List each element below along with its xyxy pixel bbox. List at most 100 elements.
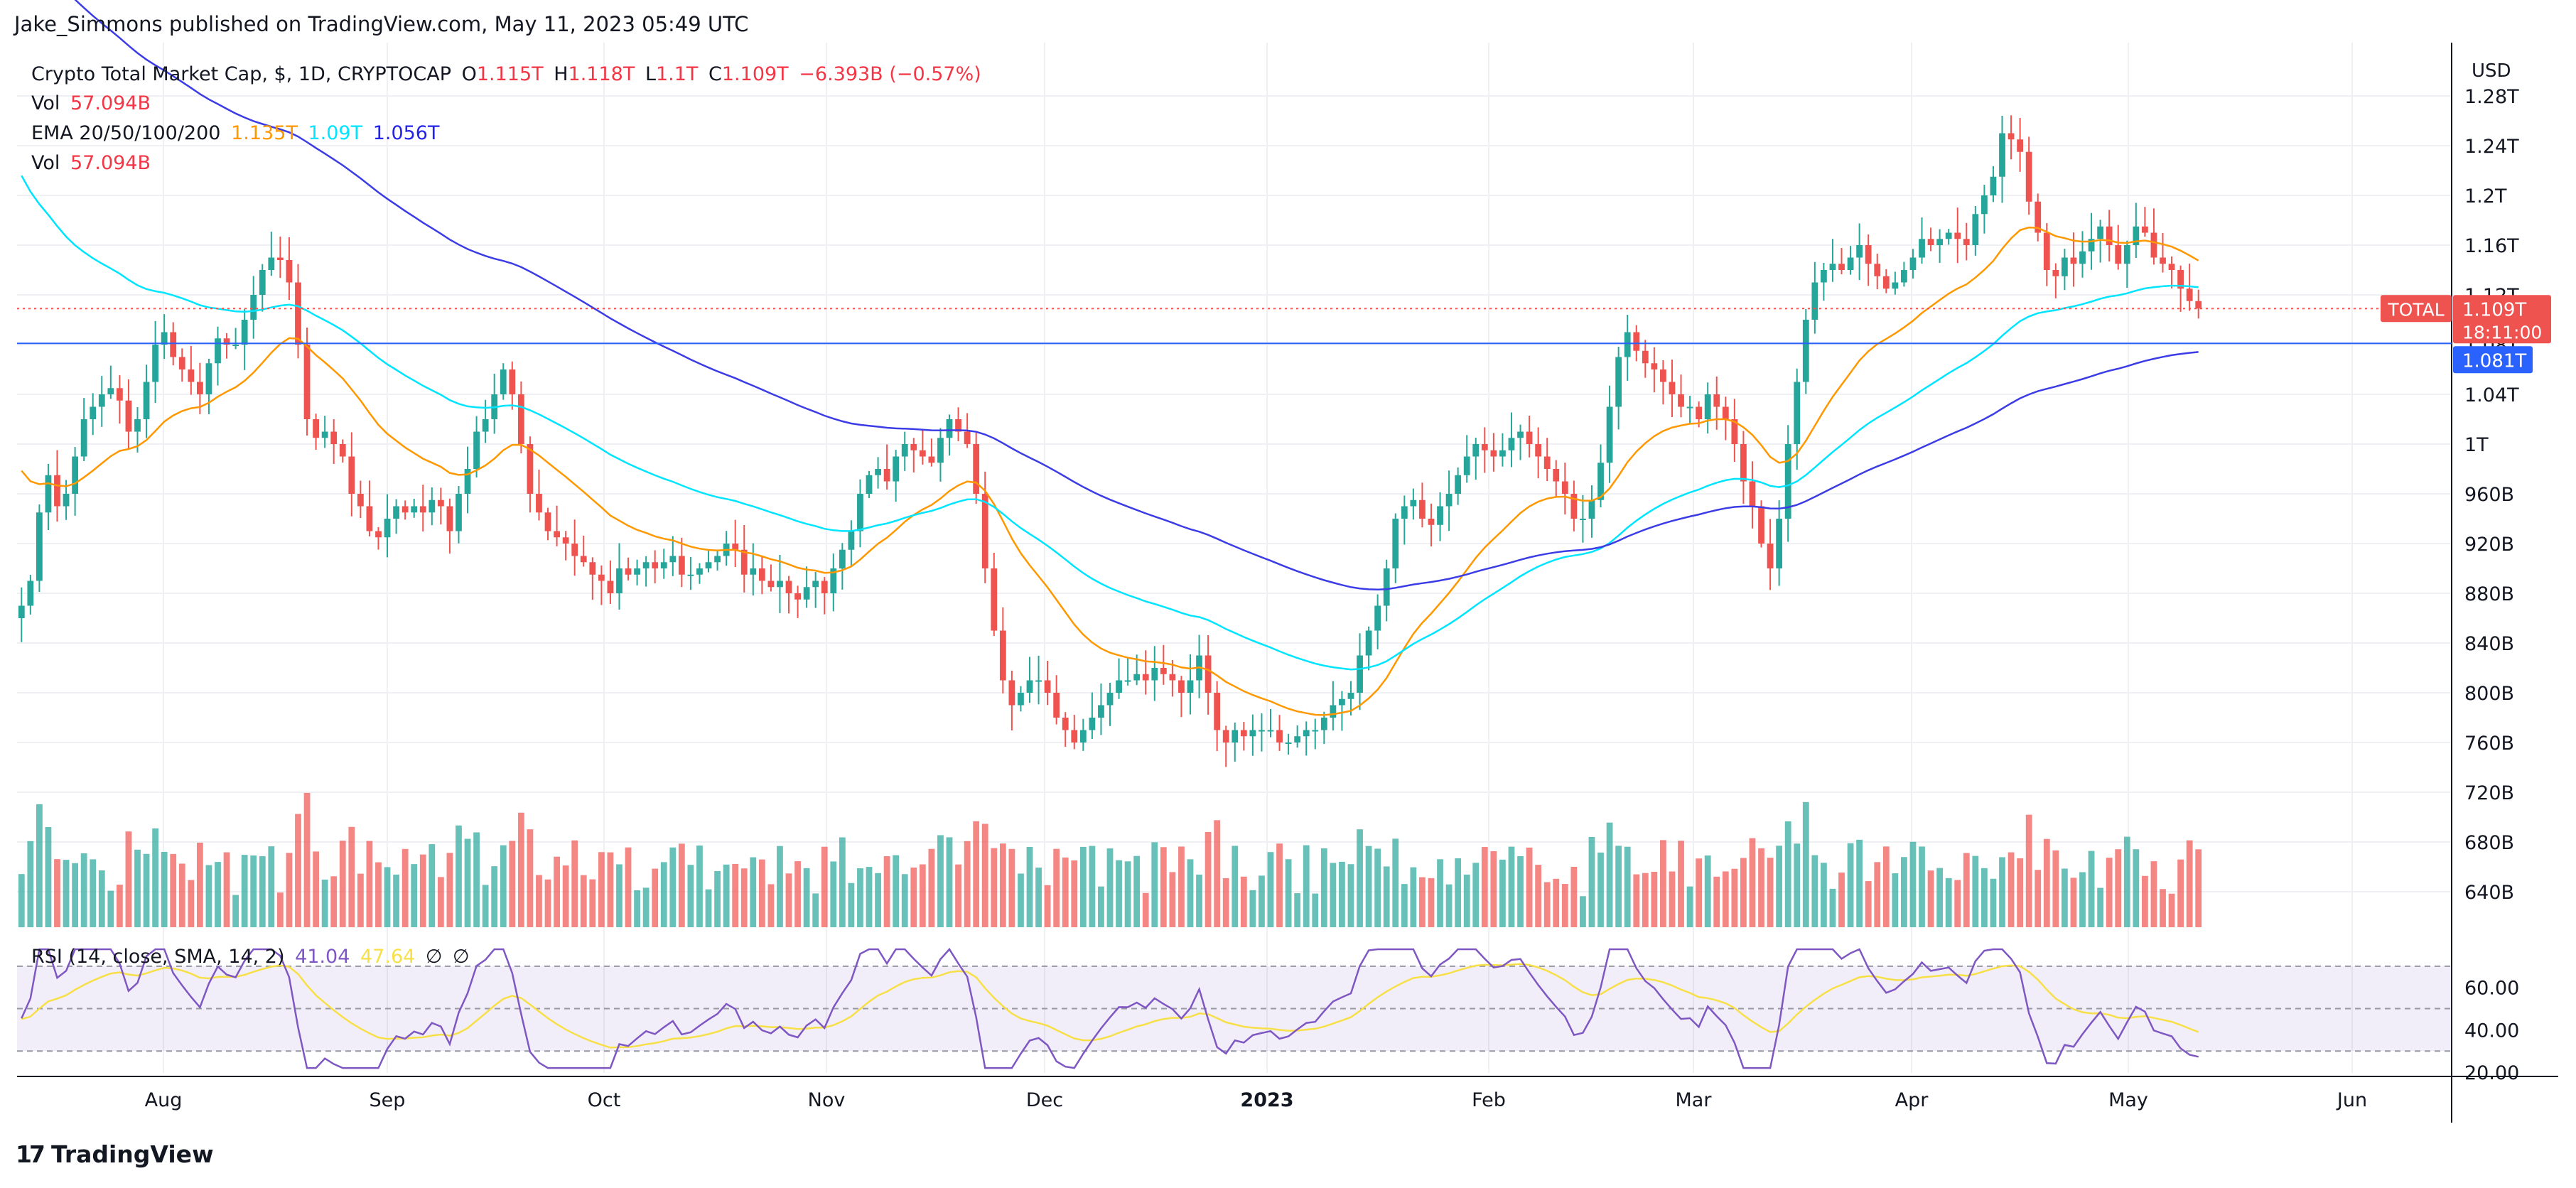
candle-body[interactable] — [223, 338, 230, 345]
volume-legend[interactable]: Vol 57.094B — [31, 94, 155, 113]
candle-body[interactable] — [161, 332, 168, 345]
candle-body[interactable] — [1909, 257, 1917, 271]
candle-body[interactable] — [893, 456, 900, 482]
candle-body[interactable] — [580, 556, 587, 563]
candle-body[interactable] — [1116, 680, 1122, 693]
candle-body[interactable] — [1740, 444, 1747, 482]
candle-body[interactable] — [803, 587, 810, 600]
candle-body[interactable] — [1597, 463, 1604, 500]
candle-body[interactable] — [1758, 506, 1764, 544]
candle-body[interactable] — [2079, 251, 2086, 264]
candle-body[interactable] — [411, 506, 418, 513]
candle-body[interactable] — [1553, 469, 1560, 482]
candle-body[interactable] — [1874, 264, 1881, 276]
candle-body[interactable] — [1455, 475, 1462, 494]
candle-body[interactable] — [571, 544, 578, 556]
candle-body[interactable] — [402, 506, 409, 513]
candle-body[interactable] — [1276, 730, 1283, 743]
candle-body[interactable] — [866, 475, 873, 494]
candle-body[interactable] — [2160, 257, 2166, 264]
candle-body[interactable] — [875, 469, 881, 475]
total-tag-badge[interactable] — [2381, 295, 2452, 323]
candle-body[interactable] — [1580, 519, 1586, 520]
candle-body[interactable] — [54, 475, 60, 507]
candle-body[interactable] — [1008, 680, 1015, 706]
candle-body[interactable] — [1882, 276, 1890, 289]
candle-body[interactable] — [562, 537, 569, 544]
candle-body[interactable] — [1428, 519, 1435, 525]
candle-body[interactable] — [598, 574, 605, 581]
candle-body[interactable] — [830, 568, 837, 593]
candle-body[interactable] — [2008, 133, 2015, 140]
candle-body[interactable] — [1526, 431, 1533, 445]
candle-body[interactable] — [1079, 730, 1087, 743]
candle-body[interactable] — [1357, 655, 1363, 693]
candle-body[interactable] — [527, 444, 534, 494]
candle-body[interactable] — [1704, 394, 1711, 419]
candle-body[interactable] — [1865, 245, 1872, 264]
candle-body[interactable] — [785, 580, 792, 594]
candle-body[interactable] — [1696, 406, 1703, 420]
candle-body[interactable] — [1490, 450, 1497, 457]
candle-body[interactable] — [1437, 506, 1443, 525]
candle-body[interactable] — [313, 419, 319, 438]
ema-50-line[interactable] — [21, 175, 2199, 671]
candle-body[interactable] — [232, 345, 239, 346]
candle-body[interactable] — [2168, 264, 2175, 270]
candle-body[interactable] — [1838, 264, 1845, 270]
candle-body[interactable] — [27, 580, 34, 606]
candle-body[interactable] — [999, 630, 1006, 681]
candle-body[interactable] — [554, 531, 560, 538]
candle-body[interactable] — [456, 494, 462, 531]
candle-body[interactable] — [1124, 680, 1131, 682]
candle-body[interactable] — [857, 494, 863, 531]
candle-body[interactable] — [750, 568, 757, 575]
candle-body[interactable] — [1919, 239, 1925, 258]
candle-body[interactable] — [1187, 680, 1194, 693]
candle-body[interactable] — [981, 494, 988, 568]
candle-body[interactable] — [1026, 680, 1033, 693]
candle-body[interactable] — [517, 394, 524, 444]
candle-body[interactable] — [848, 531, 855, 550]
candle-body[interactable] — [196, 382, 203, 395]
candle-body[interactable] — [500, 369, 507, 394]
candle-body[interactable] — [1222, 730, 1229, 743]
ema-20-line[interactable] — [21, 226, 2199, 716]
candle-body[interactable] — [1588, 500, 1595, 519]
candle-body[interactable] — [2043, 232, 2050, 271]
candle-body[interactable] — [45, 475, 52, 513]
candle-body[interactable] — [1303, 730, 1310, 737]
candle-body[interactable] — [1347, 693, 1354, 699]
candle-body[interactable] — [1481, 444, 1488, 450]
candle-body[interactable] — [295, 282, 301, 345]
candle-body[interactable] — [446, 506, 453, 531]
candle-body[interactable] — [366, 506, 373, 531]
candle-body[interactable] — [777, 580, 783, 588]
candle-body[interactable] — [1821, 270, 1827, 283]
candle-body[interactable] — [1508, 438, 1515, 450]
candle-body[interactable] — [419, 506, 426, 513]
candle-body[interactable] — [1383, 568, 1390, 606]
candle-body[interactable] — [286, 260, 293, 283]
candle-body[interactable] — [1999, 133, 2005, 177]
candle-body[interactable] — [205, 363, 212, 394]
candle-body[interactable] — [536, 494, 542, 513]
candle-body[interactable] — [1445, 494, 1453, 507]
candle-body[interactable] — [1945, 232, 1952, 239]
candle-body[interactable] — [473, 431, 480, 470]
candle-body[interactable] — [642, 562, 650, 568]
candle-body[interactable] — [215, 338, 221, 364]
candle-body[interactable] — [1151, 668, 1158, 681]
candle-body[interactable] — [1339, 698, 1345, 706]
candle-body[interactable] — [384, 519, 391, 538]
candle-body[interactable] — [1561, 481, 1568, 495]
candle-body[interactable] — [2133, 226, 2140, 245]
candle-body[interactable] — [669, 556, 677, 563]
candle-body[interactable] — [1927, 239, 1934, 245]
candle-body[interactable] — [2141, 226, 2148, 233]
candle-body[interactable] — [1089, 718, 1096, 730]
tradingview-branding[interactable]: 17 TradingView — [16, 1140, 214, 1168]
candle-body[interactable] — [812, 580, 819, 588]
candle-body[interactable] — [1660, 369, 1666, 382]
